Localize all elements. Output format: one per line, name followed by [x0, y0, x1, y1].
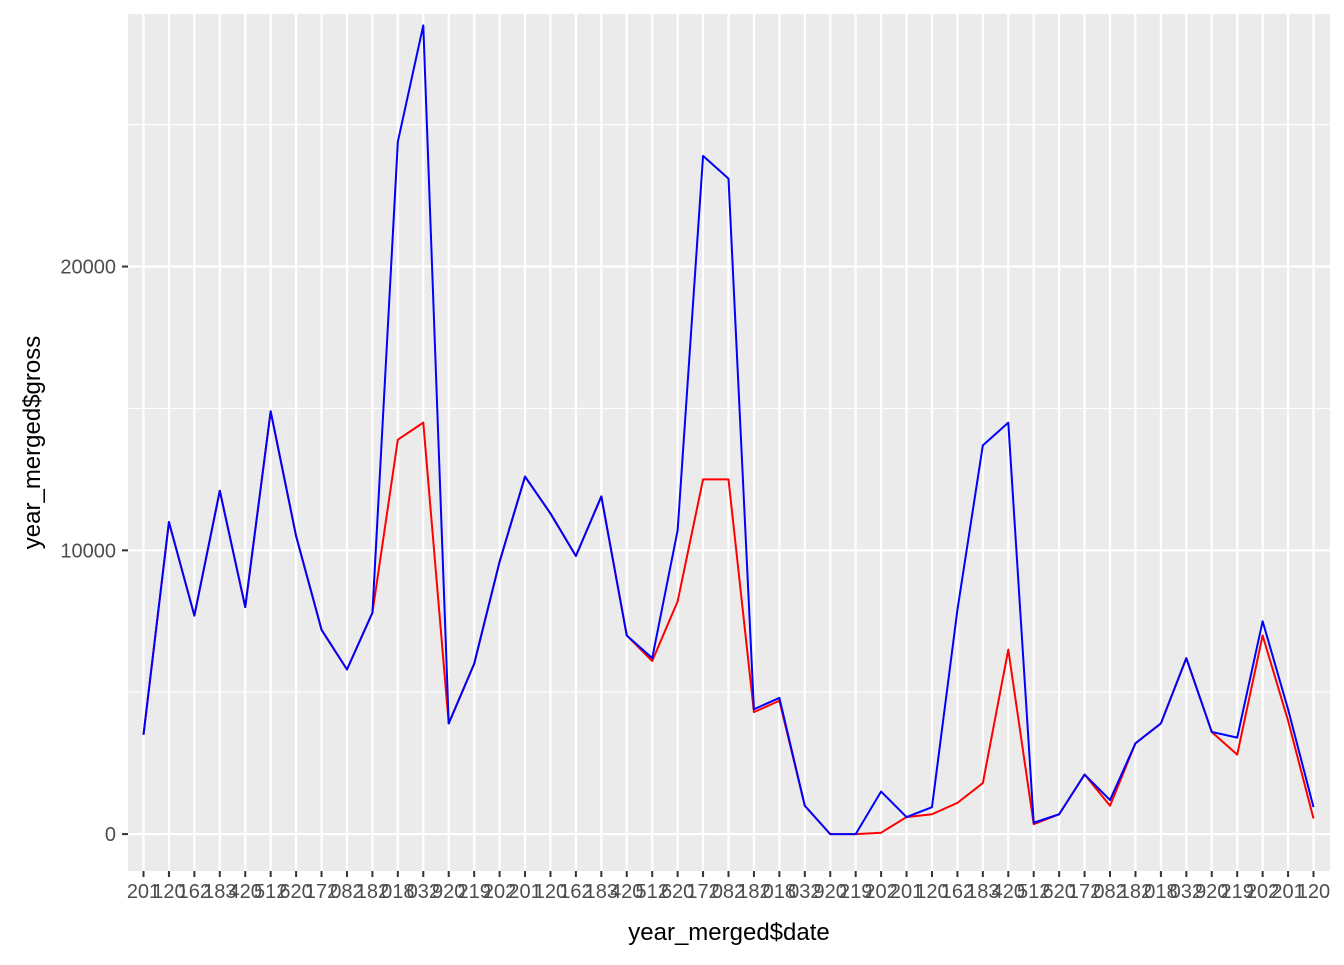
x-tick-label: 162 [178, 881, 211, 903]
x-tick-label: 920 [432, 881, 465, 903]
x-tick-label: 512 [636, 881, 669, 903]
x-tick-label: 120 [1297, 881, 1330, 903]
series-lines [142, 24, 1315, 836]
y-axis-title: year_merged$gross [19, 336, 46, 549]
x-tick-label: 032 [788, 881, 821, 903]
x-tick-label: 201 [508, 881, 541, 903]
x-tick-label: 183 [203, 881, 236, 903]
x-tick-label: 202 [864, 881, 897, 903]
x-tick-label: 172 [1068, 881, 1101, 903]
major-gridlines [128, 14, 1330, 871]
x-tick-label: 202 [1246, 881, 1279, 903]
x-tick-label: 512 [254, 881, 287, 903]
x-axis-title: year_merged$date [628, 919, 829, 946]
x-tick-label: 201 [127, 881, 160, 903]
x-tick-label: 219 [457, 881, 490, 903]
x-tick-label: 183 [966, 881, 999, 903]
x-tick-label: 219 [839, 881, 872, 903]
x-tick-label: 183 [585, 881, 618, 903]
x-tick-label: 082 [1093, 881, 1126, 903]
y-tick-label: 0 [105, 824, 116, 846]
y-tick-label: 10000 [60, 540, 116, 562]
x-tick-label: 018 [1144, 881, 1177, 903]
y-axis: 0 10000 20000 [60, 257, 128, 846]
x-tick-label: 920 [814, 881, 847, 903]
x-tick-label: 620 [1042, 881, 1075, 903]
x-tick-label: 018 [381, 881, 414, 903]
x-tick-label: 172 [686, 881, 719, 903]
x-tick-label: 172 [305, 881, 338, 903]
x-tick-label: 201 [1271, 881, 1304, 903]
x-axis: 2011201621834205126201720821820180329202… [127, 871, 1330, 903]
x-tick-label: 082 [330, 881, 363, 903]
x-tick-label: 920 [1195, 881, 1228, 903]
x-tick-label: 420 [229, 881, 262, 903]
x-tick-label: 082 [712, 881, 745, 903]
x-tick-label: 201 [890, 881, 923, 903]
x-tick-label: 182 [737, 881, 770, 903]
x-tick-label: 182 [1119, 881, 1152, 903]
x-tick-label: 120 [534, 881, 567, 903]
x-tick-label: 420 [992, 881, 1025, 903]
x-tick-label: 420 [610, 881, 643, 903]
x-tick-label: 032 [407, 881, 440, 903]
x-tick-label: 120 [152, 881, 185, 903]
x-tick-label: 219 [1221, 881, 1254, 903]
series-line-2 [142, 24, 1315, 836]
x-tick-label: 512 [1017, 881, 1050, 903]
x-tick-label: 162 [559, 881, 592, 903]
x-tick-label: 018 [763, 881, 796, 903]
x-tick-label: 182 [356, 881, 389, 903]
x-tick-label: 620 [661, 881, 694, 903]
x-tick-label: 162 [941, 881, 974, 903]
x-tick-label: 202 [483, 881, 516, 903]
x-tick-label: 620 [279, 881, 312, 903]
x-tick-label: 120 [915, 881, 948, 903]
y-tick-label: 20000 [60, 257, 116, 279]
x-tick-label: 032 [1170, 881, 1203, 903]
